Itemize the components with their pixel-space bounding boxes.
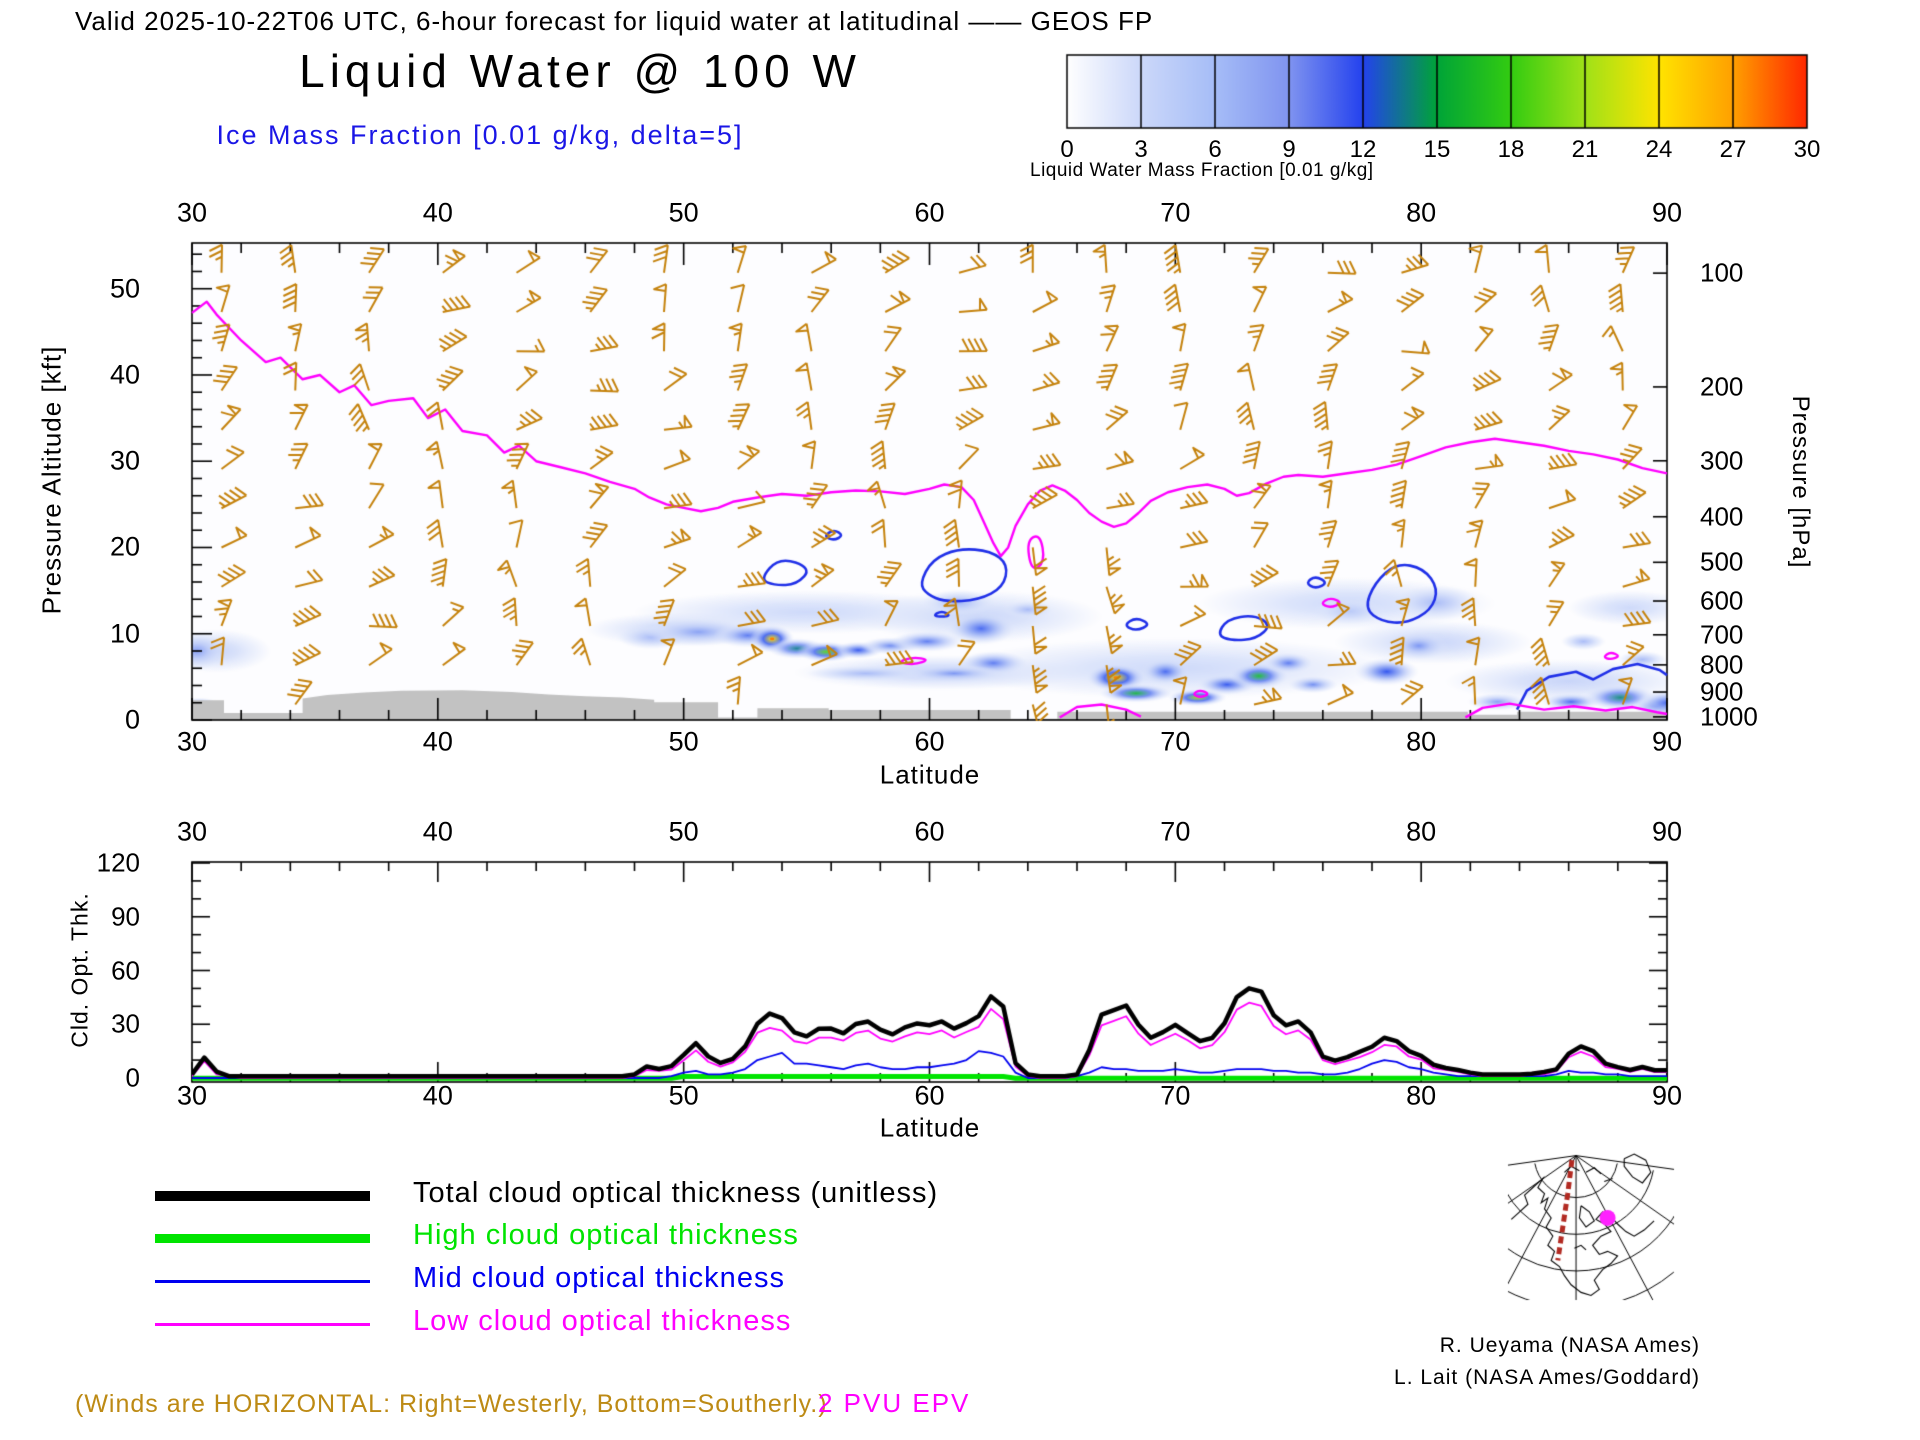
page-title: Liquid Water @ 100 W (299, 45, 861, 97)
colorbar-caption: Liquid Water Mass Fraction [0.01 g/kg] (1030, 160, 1374, 181)
credit-line-1: R. Ueyama (NASA Ames) (1439, 1334, 1700, 1357)
tick-label: 90 (1651, 726, 1683, 757)
tick-label: 70 (1160, 197, 1191, 228)
tick-label: 500 (1700, 546, 1744, 577)
legend-label-low: Low cloud optical thickness (413, 1305, 792, 1337)
tick-label: 9 (1282, 136, 1296, 163)
tick-label: 24 (1645, 136, 1673, 163)
tick-label: 50 (668, 1080, 699, 1111)
winds-note: (Winds are HORIZONTAL: Right=Westerly, B… (75, 1390, 828, 1418)
tick-label: 30 (176, 197, 208, 228)
tick-label: 90 (1651, 816, 1683, 847)
tick-label: 40 (422, 726, 453, 757)
tick-label: 120 (96, 847, 140, 878)
legend-line-mid (155, 1279, 370, 1283)
tick-label: 200 (1700, 371, 1744, 402)
ice-subtitle: Ice Mass Fraction [0.01 g/kg, delta=5] (216, 120, 744, 150)
tick-label: 12 (1349, 136, 1377, 163)
tick-label: 80 (1406, 726, 1437, 757)
tick-label: 50 (668, 816, 699, 847)
tick-label: 60 (914, 816, 945, 847)
tick-label: 1000 (1700, 701, 1758, 732)
legend-label-total: Total cloud optical thickness (unitless) (413, 1177, 939, 1209)
tick-label: 30 (176, 816, 208, 847)
tick-label: 90 (111, 901, 140, 932)
x-axis-label-ot: Latitude (879, 1112, 981, 1143)
tick-label: 70 (1160, 726, 1191, 757)
tick-label: 50 (668, 726, 699, 757)
tick-label: 90 (1651, 1080, 1683, 1111)
tick-label: 30 (109, 445, 140, 476)
tick-label: 700 (1700, 619, 1744, 650)
legend-line-low (155, 1322, 370, 1326)
legend-label-mid: Mid cloud optical thickness (413, 1262, 785, 1294)
tick-label: 6 (1208, 136, 1222, 163)
tick-label: 400 (1700, 501, 1744, 532)
tick-label: 0 (125, 1062, 140, 1093)
tick-label: 15 (1423, 136, 1451, 163)
tick-label: 30 (176, 1080, 208, 1111)
tick-label: 40 (422, 197, 453, 228)
tick-label: 80 (1406, 816, 1437, 847)
tick-label: 21 (1571, 136, 1599, 163)
tick-label: 80 (1406, 197, 1437, 228)
credit-line-2: L. Lait (NASA Ames/Goddard) (1394, 1366, 1700, 1389)
tick-label: 0 (124, 704, 140, 735)
valid-header: Valid 2025-10-22T06 UTC, 6-hour forecast… (75, 6, 1154, 36)
tick-label: 40 (422, 1080, 453, 1111)
legend-label-high: High cloud optical thickness (413, 1219, 799, 1251)
tick-label: 90 (1651, 197, 1683, 228)
tick-label: 18 (1497, 136, 1525, 163)
tick-label: 30 (176, 726, 208, 757)
y-right-axis-label: Pressure [hPa] (1787, 395, 1814, 569)
tick-label: 80 (1406, 1080, 1437, 1111)
tick-label: 60 (111, 955, 140, 985)
tick-label: 100 (1700, 257, 1744, 288)
tick-label: 70 (1160, 1080, 1191, 1111)
tick-label: 60 (914, 1080, 945, 1111)
tick-label: 40 (109, 359, 140, 390)
y-left-axis-label: Pressure Altitude [kft] (36, 345, 67, 615)
tick-label: 3 (1134, 136, 1148, 163)
tick-label: 30 (1793, 136, 1821, 163)
tick-label: 50 (109, 273, 140, 304)
tick-label: 50 (668, 197, 699, 228)
legend-line-high (155, 1233, 370, 1243)
tick-label: 800 (1700, 649, 1744, 680)
tick-label: 600 (1700, 585, 1744, 616)
ot-y-axis-label: Cld. Opt. Thk. (66, 892, 93, 1048)
tick-label: 30 (111, 1008, 140, 1039)
tick-label: 900 (1700, 676, 1744, 707)
pv-epv-label: 2 PVU EPV (818, 1388, 971, 1418)
legend-line-total (155, 1191, 370, 1201)
tick-label: 70 (1160, 816, 1191, 847)
tick-label: 0 (1060, 136, 1074, 163)
tick-label: 40 (422, 816, 453, 847)
tick-label: 10 (109, 618, 140, 649)
tick-label: 60 (914, 726, 945, 757)
x-axis-label-main: Latitude (879, 759, 981, 790)
tick-label: 300 (1700, 445, 1744, 476)
tick-label: 20 (109, 531, 140, 562)
tick-label: 27 (1719, 136, 1747, 163)
tick-label: 60 (914, 197, 945, 228)
